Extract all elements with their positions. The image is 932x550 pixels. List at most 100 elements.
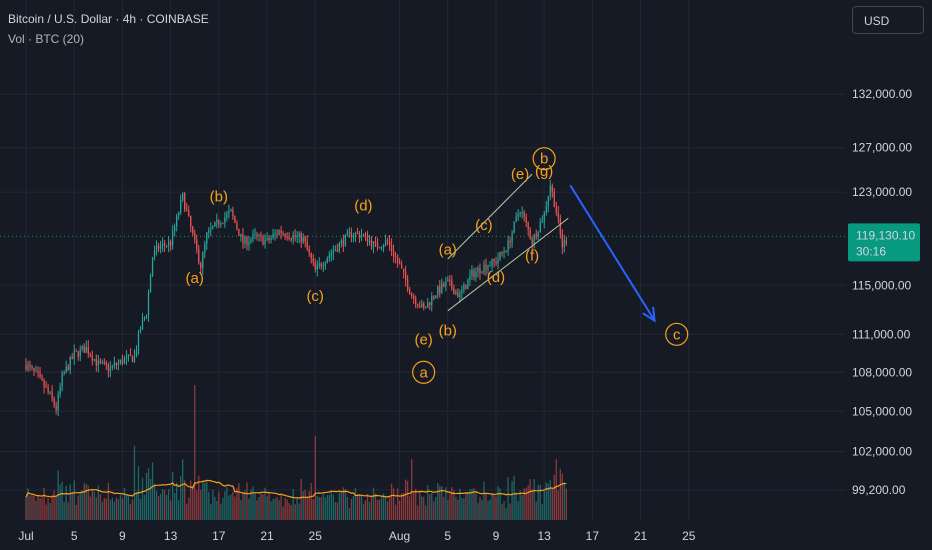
volume-bar <box>282 506 284 520</box>
volume-bar <box>262 494 264 520</box>
symbol-title[interactable]: Bitcoin / U.S. Dollar · 4h · COINBASE <box>8 12 209 26</box>
volume-bar <box>141 477 144 520</box>
volume-bar <box>208 492 210 520</box>
wave-channel <box>447 173 569 312</box>
volume-bar <box>89 496 91 520</box>
volume-bar <box>79 492 81 520</box>
candle-body <box>178 212 180 216</box>
volume-bar <box>439 486 441 520</box>
candle-body <box>107 364 110 371</box>
volume-bar <box>230 494 232 520</box>
candle-body <box>386 240 389 242</box>
candle-body <box>173 226 176 231</box>
candle-body <box>481 272 483 274</box>
volume-bar <box>384 495 387 520</box>
volume-bar <box>218 491 220 520</box>
candle-body <box>226 213 228 218</box>
candle-body <box>509 240 511 243</box>
volume-bar <box>194 385 196 520</box>
candle-body <box>513 221 515 233</box>
circled-wave-label-1: b <box>540 151 548 168</box>
candle-body <box>29 364 31 367</box>
currency-button[interactable]: USD <box>852 6 924 34</box>
volume-bar <box>266 496 268 520</box>
wave-label-11: (g) <box>535 163 553 180</box>
candle-body <box>67 366 69 370</box>
volume-bar <box>157 496 160 520</box>
volume-bar <box>497 486 499 520</box>
candle-body <box>222 222 224 224</box>
time-axis[interactable]: Jul 5 9 13 17 21 25 Aug 5 9 13 17 21 25 <box>18 529 695 543</box>
volume-bar <box>499 488 501 520</box>
volume-bar <box>222 497 224 520</box>
volume-bar <box>35 500 37 520</box>
grid-lines <box>0 0 845 520</box>
volume-bar <box>417 505 419 520</box>
candle-body <box>557 212 559 219</box>
wave-label-9: (e) <box>511 166 529 183</box>
volume-bar <box>543 490 545 520</box>
candle-body <box>141 319 144 330</box>
candle-body <box>266 237 268 240</box>
volume-bar <box>280 493 282 520</box>
volume-bar <box>45 504 47 520</box>
volume-bar <box>521 495 523 520</box>
candle-body <box>61 373 63 387</box>
volume-bar <box>198 475 200 520</box>
candle-body <box>529 229 531 239</box>
candle-body <box>545 206 547 213</box>
volume-bar <box>212 489 214 520</box>
wave-label-0: (a) <box>186 270 204 287</box>
circled-wave-marker-0 <box>412 360 436 384</box>
candle-body <box>368 240 371 243</box>
volume-bar <box>246 482 248 520</box>
candle-body <box>31 366 33 368</box>
volume-bar <box>119 494 122 520</box>
volume-bar <box>364 500 367 520</box>
volume-indicator-label[interactable]: Vol · BTC (20) <box>8 32 85 46</box>
volume-bar <box>312 499 314 520</box>
volume-bar <box>238 482 240 520</box>
volume-bar <box>49 503 51 520</box>
candle-body <box>336 249 339 252</box>
volume-bar <box>348 508 351 520</box>
candle-body <box>423 303 425 308</box>
volume-bar <box>525 487 527 520</box>
wave-label-7: (c) <box>475 217 493 234</box>
candle-body <box>328 255 330 259</box>
candle-body <box>384 240 387 246</box>
candle-body <box>551 185 553 192</box>
candle-body <box>443 283 445 287</box>
candle-body <box>101 362 103 364</box>
candle-body <box>537 232 539 238</box>
volume-bar <box>83 483 85 520</box>
volume-bar <box>547 483 549 520</box>
volume-bar <box>147 468 150 520</box>
volume-bar <box>352 495 355 520</box>
volume-bar <box>200 489 202 520</box>
volume-bar <box>27 488 29 520</box>
candle-body <box>65 366 67 373</box>
volume-bar <box>31 495 33 520</box>
volume-bar <box>402 492 405 520</box>
candle-body <box>497 259 499 264</box>
candle-body <box>338 243 341 252</box>
candle-body <box>137 332 140 351</box>
candle-body <box>465 284 467 290</box>
volume-bar <box>272 498 274 520</box>
candle-body <box>125 356 128 359</box>
candle-body <box>103 362 105 364</box>
volume-bar <box>370 495 373 520</box>
volume-bar <box>398 500 401 520</box>
volume-bar <box>236 487 238 520</box>
price-axis[interactable]: 132,000.00 127,000.00 123,000.00 115,000.00… <box>852 87 912 497</box>
x-tick-label-3: 13 <box>164 529 178 543</box>
bar-countdown: 30:16 <box>856 244 886 258</box>
volume-bar <box>163 489 166 520</box>
candle-body <box>182 193 184 201</box>
x-tick-label-7: Aug <box>389 529 410 543</box>
candle-body <box>455 291 457 295</box>
candle-body <box>51 391 53 399</box>
candle-body <box>238 228 240 237</box>
